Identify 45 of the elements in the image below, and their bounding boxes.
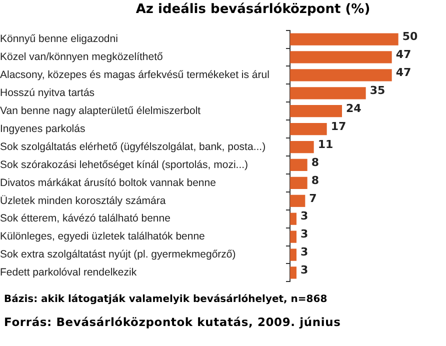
data-label: 35 xyxy=(370,84,386,98)
chart-title: Az ideális bevásárlóközpont (%) xyxy=(134,1,372,19)
bar xyxy=(290,51,392,64)
y-tick-label: Sok szórakozási lehetőséget kínál (sportolás, mozi...) xyxy=(0,158,248,171)
data-label: 3 xyxy=(300,246,308,259)
text: Forrás: Bevásárlóközpontok kutatás, 2009. június xyxy=(4,315,342,329)
data-label: 17 xyxy=(330,120,346,133)
y-tick-label: Különleges, egyedi üzletek találhatók benne xyxy=(0,230,206,243)
bar xyxy=(290,248,296,261)
bar xyxy=(290,158,308,172)
y-tick-label: Sok extra szolgáltatást nyújt (pl. gyermekmegőrző) xyxy=(0,248,236,261)
bar xyxy=(290,266,296,279)
data-label: 47 xyxy=(396,66,412,80)
y-tick-label: Fedett parkolóval rendelkezik xyxy=(0,266,138,279)
y-tick-label: Van benne nagy alapterületű élelmiszerbolt xyxy=(0,105,201,117)
bar xyxy=(290,176,308,189)
y-tick-label: Közel van/könnyen megközelíthető xyxy=(0,51,164,64)
bar xyxy=(290,69,392,82)
data-label: 3 xyxy=(300,210,308,223)
bar xyxy=(290,105,342,118)
y-tick-label: Ingyenes parkolás xyxy=(0,122,86,135)
y-tick-label: Üzletek minden korosztály számára xyxy=(0,194,166,207)
data-label: 8 xyxy=(311,174,319,187)
y-tick-label: Alacsony, közepes és magas árfekvésű termékeket is árul xyxy=(0,69,270,82)
data-label: 24 xyxy=(346,102,362,115)
bar xyxy=(290,212,296,225)
data-label: 7 xyxy=(309,192,317,205)
y-tick-label: Sok étterem, kávézó található benne xyxy=(0,212,171,225)
data-label: 3 xyxy=(300,264,308,277)
data-label: 11 xyxy=(318,138,334,151)
bar xyxy=(290,140,314,154)
data-label: 8 xyxy=(311,156,319,169)
data-label: 47 xyxy=(396,48,412,62)
y-tick-label: Hosszú nyitva tartás xyxy=(0,87,95,100)
data-label: 50 xyxy=(402,30,418,44)
bar xyxy=(290,123,327,136)
bar xyxy=(290,194,306,207)
bar xyxy=(290,230,296,243)
data-label: 3 xyxy=(300,228,308,241)
y-tick-label: Sok szolgáltatás elérhető (ügyfélszolgálat, bank, posta...) xyxy=(0,140,266,153)
y-tick-label: Könnyű benne eligazodni xyxy=(0,33,118,46)
bar xyxy=(290,87,366,100)
y-tick-label: Divatos márkákat árusító boltok vannak benne xyxy=(0,176,216,189)
text: Bázis: akik látogatják valamelyik bevásárlóhelyet, n=868 xyxy=(4,294,328,305)
bar xyxy=(290,33,398,46)
